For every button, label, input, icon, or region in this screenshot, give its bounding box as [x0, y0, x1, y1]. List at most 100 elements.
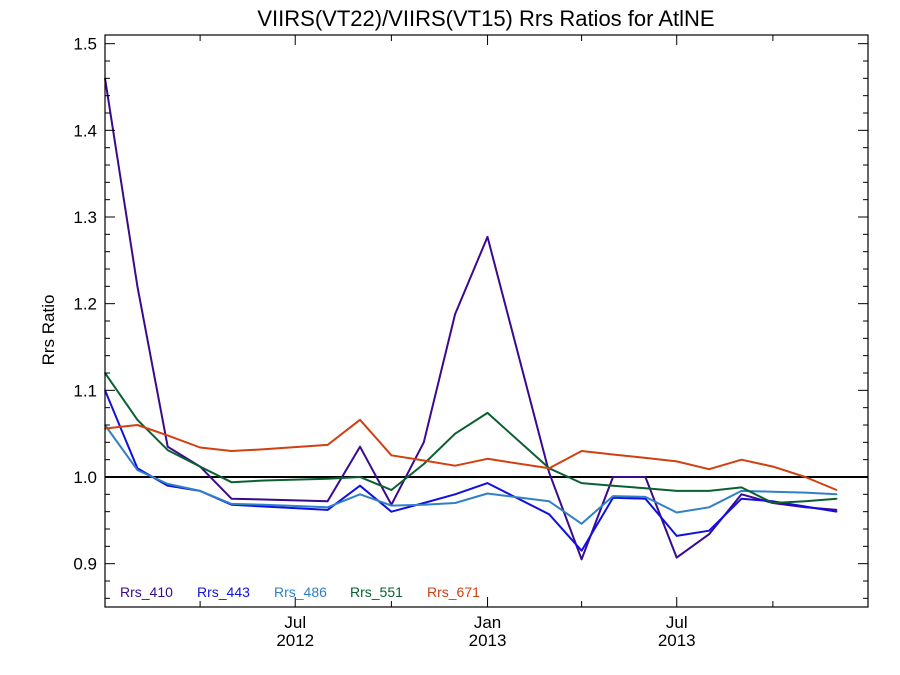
data-point-rrs-410-1: [136, 285, 139, 288]
data-point-rrs-551-5: [263, 479, 265, 482]
data-point-rrs-410-6: [326, 500, 329, 503]
data-point-rrs-551-2: [166, 449, 169, 451]
data-point-rrs-443-7: [359, 484, 361, 487]
chart-title: VIIRS(VT22)/VIIRS(VT15) Rrs Ratios for A…: [257, 6, 714, 31]
y-tick-label: 1.3: [73, 208, 97, 227]
data-point-rrs-410-11: [486, 236, 489, 238]
y-tick-label: 1.4: [73, 121, 97, 140]
data-point-rrs-671-1: [136, 424, 139, 426]
data-point-rrs-410-2: [166, 445, 169, 448]
data-point-rrs-671-15: [644, 457, 647, 459]
data-point-rrs-671-18: [740, 458, 743, 461]
data-point-rrs-551-1: [136, 419, 139, 421]
data-point-rrs-443-15: [644, 497, 647, 500]
data-point-rrs-671-17: [708, 468, 710, 471]
data-point-rrs-671-9: [422, 459, 425, 462]
data-point-rrs-443-20: [804, 505, 807, 508]
data-point-rrs-410-10: [454, 313, 456, 315]
data-point-rrs-486-11: [486, 492, 489, 495]
data-point-rrs-486-15: [644, 496, 647, 498]
legend-item-rrs-671: Rrs_671: [427, 584, 480, 600]
data-point-rrs-410-16: [675, 556, 678, 559]
y-tick-label: 1.5: [73, 35, 97, 54]
y-tick-label: 0.9: [73, 555, 97, 574]
data-point-rrs-671-13: [580, 450, 583, 452]
legend-item-rrs-551: Rrs_551: [350, 584, 403, 600]
data-point-rrs-443-5: [263, 505, 265, 508]
data-point-rrs-486-5: [263, 503, 265, 506]
data-point-rrs-486-2: [166, 483, 169, 485]
data-point-rrs-551-15: [644, 487, 647, 490]
data-point-rrs-486-10: [454, 502, 456, 504]
data-point-rrs-671-2: [166, 434, 169, 437]
data-point-rrs-551-21: [835, 497, 838, 500]
data-point-rrs-551-19: [772, 502, 774, 504]
data-point-rrs-551-20: [804, 500, 807, 503]
data-point-rrs-410-7: [359, 445, 361, 448]
data-point-rrs-443-11: [486, 482, 489, 484]
data-point-rrs-486-6: [326, 506, 329, 509]
data-point-rrs-671-10: [454, 464, 456, 467]
data-point-rrs-551-8: [390, 489, 393, 491]
y-tick-label: 1.2: [73, 295, 97, 314]
data-point-rrs-486-16: [675, 511, 678, 514]
data-point-rrs-410-18: [740, 493, 743, 496]
data-point-rrs-551-18: [740, 486, 743, 489]
data-point-rrs-486-13: [580, 523, 583, 525]
data-point-rrs-671-12: [548, 467, 551, 470]
data-point-rrs-486-8: [390, 504, 393, 507]
data-point-rrs-551-7: [359, 476, 361, 478]
data-point-rrs-410-13: [580, 558, 583, 561]
data-point-rrs-551-13: [580, 482, 583, 484]
data-point-rrs-551-3: [199, 465, 201, 468]
data-point-rrs-671-20: [804, 476, 807, 478]
data-point-rrs-410-5: [263, 498, 265, 501]
data-point-rrs-671-5: [263, 448, 265, 451]
data-point-rrs-410-15: [644, 476, 647, 478]
x-tick-year-label: 2013: [469, 631, 507, 650]
data-point-rrs-443-16: [675, 535, 678, 537]
data-point-rrs-671-11: [486, 458, 489, 460]
data-point-rrs-410-9: [422, 441, 425, 444]
data-point-rrs-410-17: [708, 533, 710, 535]
y-axis-label: Rrs Ratio: [39, 295, 58, 366]
data-point-rrs-486-7: [359, 493, 361, 496]
data-point-rrs-671-7: [359, 419, 361, 421]
data-point-rrs-443-19: [772, 500, 774, 503]
legend-item-rrs-410: Rrs_410: [120, 584, 173, 600]
data-point-rrs-443-18: [740, 497, 743, 500]
data-point-rrs-443-10: [454, 493, 456, 496]
data-point-rrs-443-9: [422, 502, 425, 504]
data-point-rrs-671-19: [772, 465, 774, 468]
data-point-rrs-551-14: [612, 484, 614, 487]
data-point-rrs-486-12: [548, 500, 551, 503]
data-point-rrs-443-21: [835, 510, 838, 513]
series-line-rrs-551: [104, 372, 837, 504]
data-point-rrs-486-3: [199, 490, 201, 492]
legend: Rrs_410 Rrs_443 Rrs_486 Rrs_551 Rrs_671: [120, 584, 480, 600]
data-point-rrs-551-16: [675, 490, 678, 492]
data-point-rrs-671-16: [675, 460, 678, 463]
data-point-rrs-671-4: [230, 450, 233, 452]
axes-layer: 0.91.01.11.21.31.41.5Jul2012Jan2013Jul20…: [73, 34, 869, 650]
data-point-rrs-410-14: [612, 476, 614, 478]
data-point-rrs-486-17: [708, 506, 710, 509]
y-tick-label: 1.0: [73, 468, 97, 487]
data-point-rrs-486-4: [230, 503, 233, 505]
data-point-rrs-443-2: [166, 484, 169, 487]
data-point-rrs-443-12: [548, 513, 551, 516]
data-point-rrs-486-21: [835, 493, 838, 496]
x-tick-year-label: 2013: [658, 631, 696, 650]
data-point-rrs-551-9: [422, 463, 425, 465]
series-line-rrs-443: [104, 389, 837, 552]
data-point-rrs-551-6: [326, 477, 329, 480]
data-point-rrs-443-13: [580, 549, 583, 552]
data-point-rrs-486-18: [740, 490, 743, 492]
data-point-rrs-551-17: [708, 490, 710, 492]
data-point-rrs-671-3: [199, 446, 201, 449]
data-point-rrs-410-21: [835, 509, 838, 511]
legend-item-rrs-486: Rrs_486: [274, 584, 327, 600]
data-point-rrs-671-21: [835, 489, 838, 491]
legend-item-rrs-443: Rrs_443: [197, 584, 250, 600]
